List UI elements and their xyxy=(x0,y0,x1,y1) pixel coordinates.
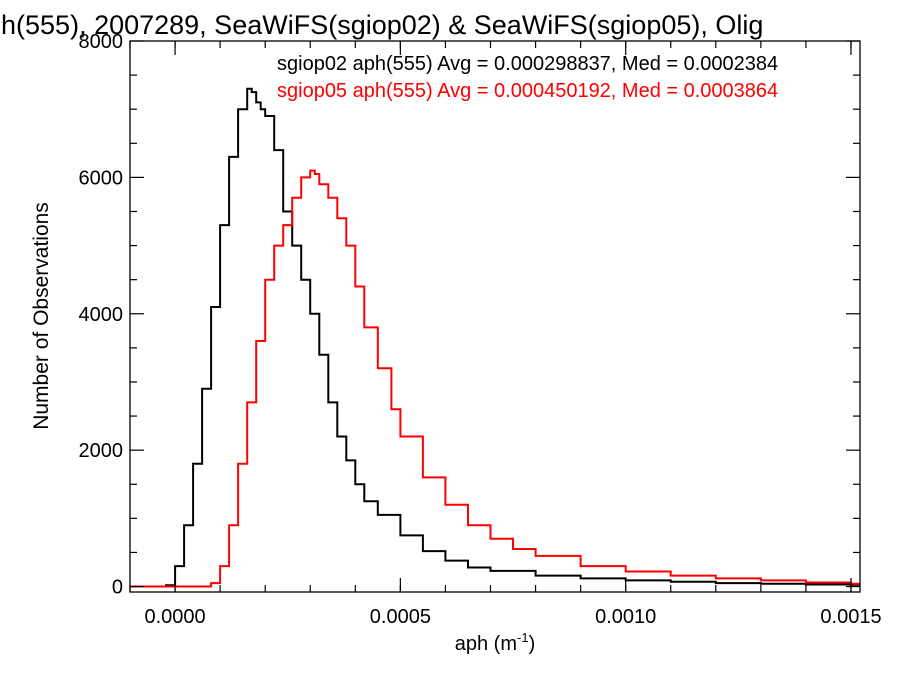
x-axis-label-superscript: -1 xyxy=(517,630,529,645)
series-layer xyxy=(130,87,860,588)
y-tick-label: 8000 xyxy=(79,31,124,53)
y-tick-label: 2000 xyxy=(79,440,124,462)
chart-title: ph(555), 2007289, SeaWiFS(sgiop02) & Sea… xyxy=(0,10,763,40)
plot-frame xyxy=(129,40,861,593)
x-tick-label: 0.0000 xyxy=(144,606,205,628)
y-axis-label: Number of Observations xyxy=(30,202,53,430)
series-line-sgiop05 xyxy=(130,169,860,588)
x-tick-label: 0.0015 xyxy=(820,606,881,628)
y-tick-label: 0 xyxy=(112,577,123,599)
x-axis-label-close: ) xyxy=(529,633,536,655)
x-axis-label-main: aph (m xyxy=(455,633,517,655)
x-axis-label: aph (m-1) xyxy=(455,630,535,655)
x-tick-label: 0.0010 xyxy=(595,606,656,628)
y-tick-label: 4000 xyxy=(79,304,124,326)
ticks-layer: 0.0000 0.0005 0.0010 0.0015 0 2000 4000 6000 800… xyxy=(79,31,882,628)
annotation-sgiop02: sgiop02 aph(555) Avg = 0.000298837, Med … xyxy=(277,53,778,75)
y-tick-label: 6000 xyxy=(79,167,124,189)
series-line-sgiop02 xyxy=(130,87,860,588)
annotation-sgiop05: sgiop05 aph(555) Avg = 0.000450192, Med … xyxy=(277,80,778,102)
plot-area xyxy=(129,40,861,593)
x-tick-label: 0.0005 xyxy=(370,606,431,628)
